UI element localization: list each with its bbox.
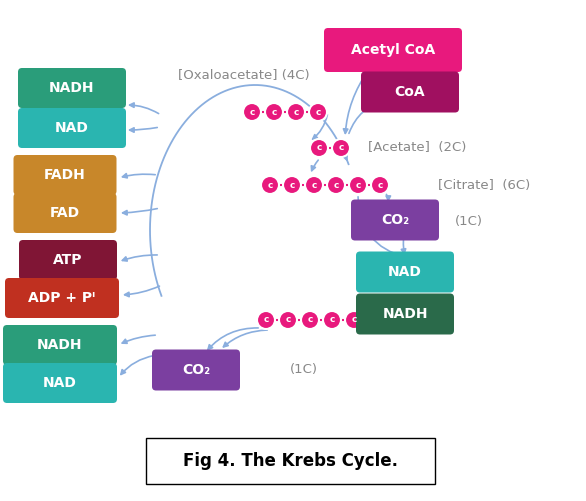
FancyArrowPatch shape	[125, 286, 159, 297]
Text: NADH: NADH	[38, 338, 83, 352]
Text: (1C): (1C)	[455, 215, 483, 228]
Text: CoA: CoA	[395, 85, 425, 99]
FancyArrowPatch shape	[122, 255, 157, 261]
Text: [Oxaloacetate] (4C): [Oxaloacetate] (4C)	[178, 69, 309, 82]
Circle shape	[261, 176, 279, 194]
Text: c: c	[355, 180, 361, 189]
Circle shape	[305, 176, 323, 194]
FancyBboxPatch shape	[152, 350, 240, 390]
Text: [Acetate]  (2C): [Acetate] (2C)	[368, 141, 466, 154]
Text: (1C): (1C)	[290, 364, 318, 376]
FancyArrowPatch shape	[382, 271, 387, 275]
FancyArrowPatch shape	[122, 208, 157, 215]
FancyArrowPatch shape	[358, 197, 406, 258]
Circle shape	[371, 176, 389, 194]
FancyBboxPatch shape	[3, 363, 117, 403]
FancyBboxPatch shape	[3, 325, 117, 365]
Text: FADH: FADH	[44, 168, 86, 182]
Text: FAD: FAD	[50, 206, 80, 220]
Text: c: c	[316, 143, 322, 152]
FancyBboxPatch shape	[13, 193, 117, 233]
FancyArrowPatch shape	[349, 100, 386, 133]
Text: c: c	[329, 316, 335, 325]
Circle shape	[349, 176, 367, 194]
FancyArrowPatch shape	[313, 115, 328, 139]
Text: CO₂: CO₂	[381, 213, 409, 227]
Text: c: c	[263, 316, 269, 325]
FancyArrowPatch shape	[122, 335, 155, 343]
Circle shape	[243, 103, 261, 121]
FancyBboxPatch shape	[18, 108, 126, 148]
FancyBboxPatch shape	[19, 240, 117, 280]
Text: NAD: NAD	[55, 121, 89, 135]
Text: NAD: NAD	[43, 376, 77, 390]
Text: c: c	[338, 143, 343, 152]
Circle shape	[310, 139, 328, 157]
Text: NADH: NADH	[382, 307, 428, 321]
Text: [Citrate]  (6C): [Citrate] (6C)	[438, 178, 530, 191]
Text: c: c	[271, 108, 277, 117]
Text: NAD: NAD	[388, 265, 422, 279]
Circle shape	[287, 103, 305, 121]
Text: c: c	[311, 180, 316, 189]
Text: ATP: ATP	[53, 253, 83, 267]
Text: CO₂: CO₂	[182, 363, 210, 377]
Circle shape	[309, 103, 327, 121]
FancyArrowPatch shape	[311, 160, 318, 171]
FancyBboxPatch shape	[361, 72, 459, 113]
FancyArrowPatch shape	[343, 155, 347, 160]
FancyArrowPatch shape	[343, 70, 369, 133]
Text: c: c	[377, 180, 383, 189]
FancyArrowPatch shape	[417, 257, 422, 276]
FancyArrowPatch shape	[122, 174, 155, 178]
FancyBboxPatch shape	[356, 294, 454, 335]
Circle shape	[323, 311, 341, 329]
Text: NADH: NADH	[49, 81, 95, 95]
Circle shape	[265, 103, 283, 121]
FancyArrowPatch shape	[388, 207, 392, 213]
Text: Acetyl CoA: Acetyl CoA	[351, 43, 435, 57]
Text: c: c	[285, 316, 291, 325]
FancyBboxPatch shape	[351, 199, 439, 240]
Circle shape	[257, 311, 275, 329]
Text: c: c	[307, 316, 313, 325]
Text: c: c	[267, 180, 272, 189]
FancyBboxPatch shape	[324, 28, 462, 72]
FancyBboxPatch shape	[13, 155, 117, 195]
Circle shape	[301, 311, 319, 329]
FancyArrowPatch shape	[130, 127, 157, 132]
Circle shape	[283, 176, 301, 194]
Text: c: c	[333, 180, 339, 189]
FancyArrowPatch shape	[121, 356, 154, 374]
FancyArrowPatch shape	[223, 330, 267, 347]
Text: c: c	[352, 316, 357, 325]
FancyArrowPatch shape	[130, 103, 159, 114]
FancyBboxPatch shape	[18, 68, 126, 108]
Circle shape	[332, 139, 350, 157]
FancyArrowPatch shape	[364, 318, 403, 331]
Text: c: c	[315, 108, 321, 117]
Circle shape	[345, 311, 363, 329]
Circle shape	[327, 176, 345, 194]
Text: c: c	[289, 180, 295, 189]
Text: Fig 4. The Krebs Cycle.: Fig 4. The Krebs Cycle.	[183, 452, 398, 470]
FancyBboxPatch shape	[356, 252, 454, 293]
FancyArrowPatch shape	[401, 207, 414, 254]
Text: c: c	[294, 108, 299, 117]
Circle shape	[279, 311, 297, 329]
FancyBboxPatch shape	[146, 438, 435, 484]
Text: ADP + Pᴵ: ADP + Pᴵ	[28, 291, 96, 305]
FancyArrowPatch shape	[208, 328, 258, 350]
Text: (5C): (5C)	[360, 314, 388, 327]
FancyArrowPatch shape	[386, 194, 390, 200]
FancyBboxPatch shape	[5, 278, 119, 318]
Text: c: c	[249, 108, 255, 117]
